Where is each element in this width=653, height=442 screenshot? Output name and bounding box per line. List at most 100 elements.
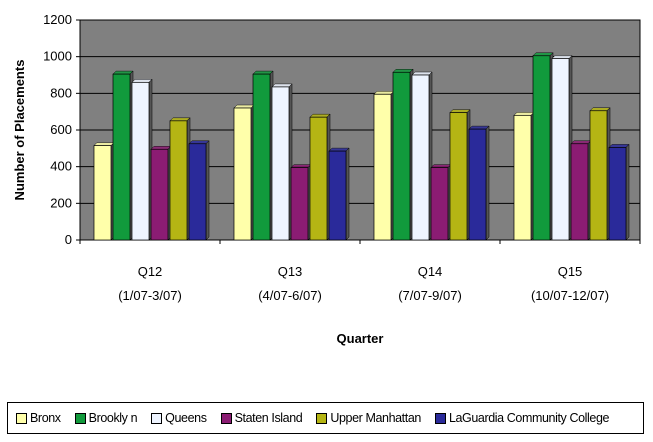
bar (290, 163, 312, 241)
bar-front (233, 107, 252, 241)
bar-front (589, 110, 608, 241)
bar-front (93, 145, 112, 241)
bar-top (188, 140, 210, 144)
bar-front (608, 147, 627, 241)
y-tick-label: 400 (50, 159, 72, 174)
legend-item: Queens (151, 411, 207, 425)
y-tick-label: 1000 (43, 49, 72, 64)
y-axis-ticks: 0 200 400 600 800 1000 1200 (43, 12, 80, 247)
legend-label: Upper Manhattan (330, 411, 421, 425)
bar-top (150, 146, 172, 150)
bar-chart: 0 200 400 600 800 1000 1200 Q12 (1/07-3/07) Q13 (… (12, 12, 641, 346)
bar (252, 70, 274, 241)
bar-front (271, 86, 290, 241)
bar-top (233, 104, 255, 109)
bar-top (93, 142, 115, 146)
bar-front (188, 143, 207, 241)
x-category-label: (7/07-9/07) (398, 288, 462, 303)
bar (93, 141, 115, 241)
bar-top (449, 109, 471, 113)
bar-front (468, 128, 487, 241)
bar-top (373, 91, 395, 95)
bar-side (625, 143, 630, 241)
y-tick-label: 200 (50, 195, 72, 210)
bar (392, 68, 414, 241)
legend-label: Bronx (30, 411, 61, 425)
bar (373, 90, 395, 241)
bar (328, 147, 350, 241)
bar-front (309, 116, 328, 241)
legend-item: LaGuardia Community College (434, 411, 610, 425)
bar-front (290, 167, 309, 241)
bars (93, 52, 630, 241)
bar-top (468, 125, 490, 130)
legend-item: Staten Island (220, 411, 303, 425)
bar-front (112, 73, 131, 241)
x-axis-title: Quarter (337, 331, 384, 346)
bar-front (513, 114, 532, 241)
bar-front (373, 93, 392, 241)
bar-front (328, 150, 347, 241)
bar (468, 125, 490, 241)
bar (112, 70, 134, 241)
bar-front (430, 167, 449, 241)
legend-label: LaGuardia Community College (448, 411, 610, 425)
legend-swatch (316, 412, 328, 424)
bar (271, 83, 293, 241)
bar (233, 104, 255, 241)
bar (150, 145, 172, 241)
legend-swatch (151, 412, 163, 424)
bar-front (150, 148, 169, 241)
bar-top (309, 113, 331, 118)
bar (411, 71, 433, 241)
bar-top (430, 164, 452, 168)
bar-top (551, 55, 573, 59)
y-axis-title: Number of Placements (12, 60, 27, 201)
legend: Bronx Brookly n Queens Staten Island Upper M… (7, 402, 644, 434)
bar-front (131, 81, 150, 241)
bar-top (290, 164, 312, 168)
bar-top (513, 112, 535, 116)
y-tick-label: 1200 (43, 12, 72, 27)
y-tick-label: 600 (50, 122, 72, 137)
bar (570, 140, 592, 241)
bar-top (328, 147, 350, 152)
x-category-label: (4/07-6/07) (258, 288, 322, 303)
bar-top (392, 69, 414, 73)
bar-top (411, 71, 433, 76)
legend-swatch (16, 412, 27, 424)
legend-item: Brookly n (74, 411, 138, 425)
legend-swatch (434, 412, 446, 424)
bar-front (169, 120, 188, 241)
bar-front (449, 112, 468, 241)
x-category-label: Q14 (418, 264, 443, 279)
bar-front (252, 73, 271, 241)
bar-top (532, 52, 554, 56)
legend-item: Bronx (16, 411, 61, 425)
y-tick-label: 0 (65, 232, 72, 247)
bar (169, 117, 191, 241)
bar-front (551, 58, 570, 241)
bar (513, 111, 535, 241)
bar-side (205, 140, 210, 241)
bar (551, 54, 573, 241)
legend-label: Staten Island (234, 411, 303, 425)
bar-top (169, 117, 191, 122)
legend-swatch (220, 412, 232, 424)
x-category-label: Q12 (138, 264, 163, 279)
legend-item: Upper Manhattan (316, 411, 421, 425)
bar-top (131, 79, 153, 83)
bar-top (252, 70, 274, 75)
x-axis-categories: Q12 (1/07-3/07) Q13 (4/07-6/07) Q14 (7/07-9/0… (79, 240, 641, 303)
legend-label: Queens (165, 411, 207, 425)
bar-top (608, 144, 630, 148)
bar-side (485, 125, 490, 241)
bar-front (570, 143, 589, 241)
x-category-label: Q15 (558, 264, 583, 279)
bar-front (532, 55, 551, 241)
bar-front (411, 74, 430, 241)
bar-side (345, 147, 350, 241)
bar (449, 108, 471, 241)
bar (131, 78, 153, 241)
legend-swatch (74, 412, 86, 424)
